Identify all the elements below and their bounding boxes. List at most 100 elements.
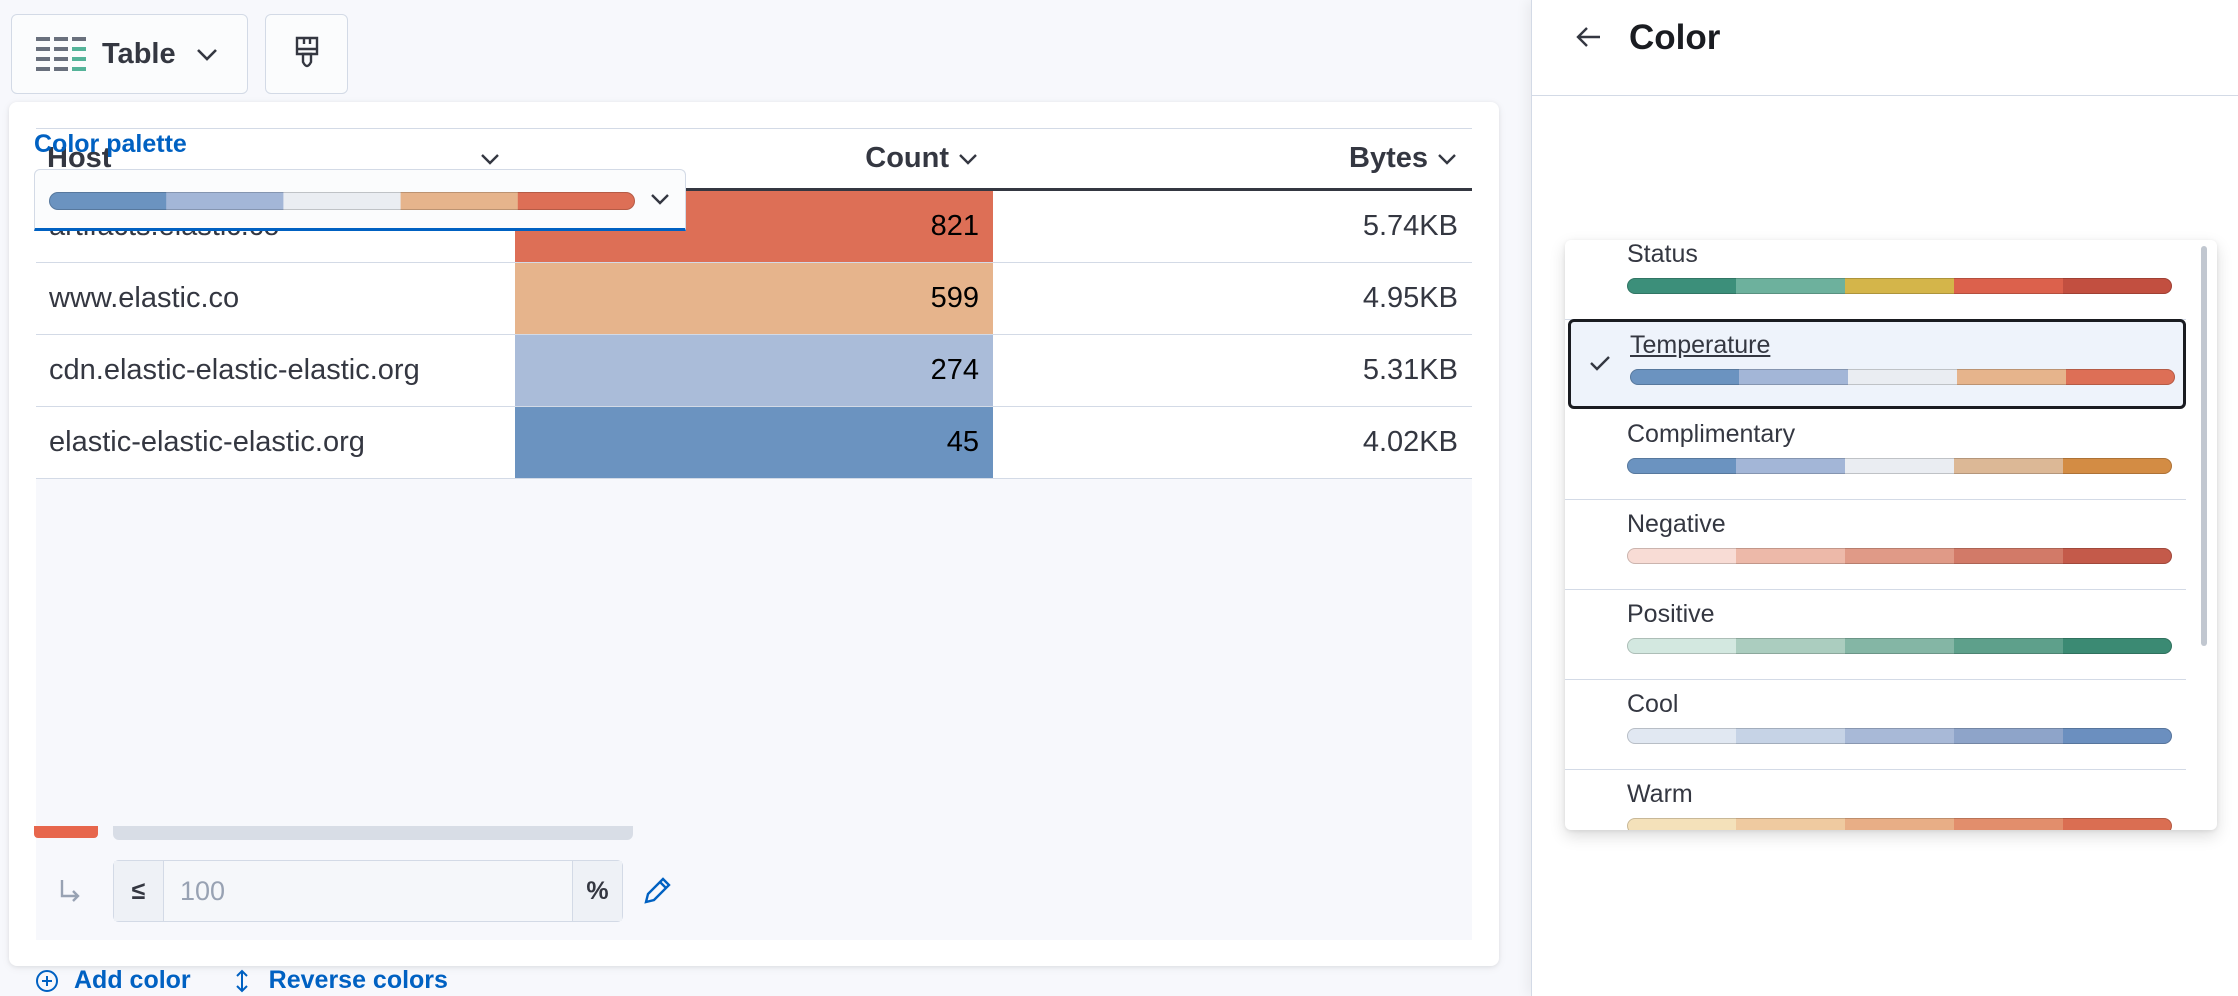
- palette-swatch: [1845, 728, 1955, 744]
- chevron-down-icon: [651, 194, 669, 205]
- column-header-count[interactable]: Count: [515, 129, 993, 188]
- palette-swatch: [1845, 278, 1955, 294]
- table-row: cdn.elastic-elastic-elastic.org 274 5.31KB: [36, 335, 1472, 407]
- stop-value-input[interactable]: 100: [180, 875, 226, 906]
- cell-bytes: 5.31KB: [1362, 354, 1458, 386]
- palette-swatch: [1845, 458, 1955, 474]
- column-header-host[interactable]: Host: [36, 129, 515, 188]
- column-header-label: Host: [47, 142, 112, 174]
- paintbrush-icon: [295, 36, 318, 68]
- palette-swatch: [1736, 278, 1846, 294]
- palette-option-warm[interactable]: Warm: [1565, 770, 2186, 830]
- palette-option-negative[interactable]: Negative: [1565, 500, 2186, 590]
- table-row: www.elastic.co 599 4.95KB: [36, 263, 1472, 335]
- table-row: elastic-elastic-elastic.org 45 4.02KB: [36, 407, 1472, 479]
- palette-swatch: [283, 192, 402, 210]
- palette-option-label: Warm: [1627, 780, 1693, 808]
- corner-down-right-icon: [60, 880, 80, 902]
- palette-swatch: [1954, 548, 2064, 564]
- palette-swatch: [1845, 818, 1955, 830]
- reverse-colors-label: Reverse colors: [268, 966, 448, 994]
- palette-option-label: Cool: [1627, 690, 1679, 718]
- stop-suffix: %: [572, 861, 622, 921]
- check-icon: [1590, 356, 1610, 371]
- palette-swatch: [1954, 458, 2064, 474]
- palette-swatch: [1739, 369, 1849, 385]
- color-palette-select[interactable]: [34, 169, 686, 231]
- cell-count: 599: [515, 263, 993, 334]
- palette-option-temperature[interactable]: Temperature: [1568, 319, 2186, 409]
- add-color-button[interactable]: Add color: [34, 966, 191, 995]
- palette-swatch: [1957, 369, 2067, 385]
- chevron-down-icon[interactable]: [1436, 148, 1458, 170]
- arrow-left-icon[interactable]: [1574, 22, 1604, 52]
- cell-bytes: 5.74KB: [1362, 210, 1458, 242]
- palette-option-preview: [1627, 548, 2172, 564]
- palette-option-label: Negative: [1627, 510, 1726, 538]
- palette-swatch: [1627, 638, 1737, 654]
- palette-option-label: Complimentary: [1627, 420, 1796, 448]
- plus-circle-icon: [36, 969, 58, 992]
- palette-option-preview: [1627, 278, 2172, 294]
- palette-swatch: [1954, 728, 2064, 744]
- palette-option-complimentary[interactable]: Complimentary: [1565, 410, 2186, 500]
- color-stop-swatch[interactable]: [34, 826, 98, 838]
- selected-palette-preview: [49, 192, 635, 210]
- flyout-header: Color: [1532, 0, 2238, 96]
- reverse-colors-button[interactable]: Reverse colors: [229, 966, 448, 995]
- chevron-down-icon[interactable]: [479, 148, 501, 170]
- palette-swatch: [1845, 548, 1955, 564]
- palette-swatch: [166, 192, 284, 210]
- palette-option-preview: [1630, 369, 2175, 385]
- chevron-down-icon: [196, 49, 217, 61]
- color-stop-max-field[interactable]: ≤ 100 %: [113, 860, 623, 922]
- palette-swatch: [2063, 638, 2172, 654]
- color-actions: Add color Reverse colors: [34, 966, 448, 995]
- column-header-label: Bytes: [1349, 142, 1428, 174]
- palette-option-label: Status: [1627, 240, 1698, 268]
- palette-swatch: [2063, 818, 2172, 830]
- palette-swatch: [2063, 458, 2172, 474]
- palette-swatch: [2063, 728, 2172, 744]
- chart-type-label: Table: [102, 37, 176, 70]
- palette-dropdown: Status Temperature Complimentary Negative Po…: [1565, 240, 2217, 830]
- palette-swatch: [1627, 728, 1737, 744]
- cell-bytes: 4.02KB: [1362, 426, 1458, 458]
- pencil-icon[interactable]: [640, 874, 674, 908]
- palette-option-label: Positive: [1627, 600, 1715, 628]
- palette-option-preview: [1627, 818, 2172, 830]
- palette-swatch: [1845, 638, 1955, 654]
- palette-option-preview: [1627, 638, 2172, 654]
- palette-swatch: [2063, 278, 2172, 294]
- palette-swatch: [1736, 728, 1846, 744]
- table-panel: Host Count Bytes artifacts.elastic.co821…: [9, 102, 1499, 966]
- color-stop-input[interactable]: [113, 826, 633, 840]
- palette-swatch: [1630, 369, 1740, 385]
- palette-swatch: [1954, 818, 2064, 830]
- palette-option-status[interactable]: Status: [1565, 240, 2186, 320]
- palette-swatch: [49, 192, 167, 210]
- dropdown-scrollbar[interactable]: [2201, 246, 2207, 646]
- cell-host: elastic-elastic-elastic.org: [49, 426, 365, 458]
- column-header-label: Count: [865, 142, 949, 174]
- cell-count: 274: [515, 335, 993, 406]
- chevron-down-icon[interactable]: [957, 148, 979, 170]
- chart-type-switcher[interactable]: Table: [11, 14, 248, 94]
- palette-option-preview: [1627, 728, 2172, 744]
- style-button[interactable]: [265, 14, 348, 94]
- palette-swatch: [1627, 548, 1737, 564]
- palette-swatch: [2066, 369, 2175, 385]
- palette-option-label: Temperature: [1630, 331, 1771, 359]
- palette-swatch: [517, 192, 635, 210]
- palette-swatch: [1627, 278, 1737, 294]
- palette-option-positive[interactable]: Positive: [1565, 590, 2186, 680]
- palette-swatch: [1627, 818, 1737, 830]
- palette-swatch: [1736, 458, 1846, 474]
- color-palette-label: Color palette: [34, 130, 187, 158]
- palette-swatch: [1627, 458, 1737, 474]
- column-header-bytes[interactable]: Bytes: [993, 129, 1472, 188]
- sort-icon: [235, 969, 248, 992]
- palette-swatch: [1736, 638, 1846, 654]
- palette-option-cool[interactable]: Cool: [1565, 680, 2186, 770]
- cell-host: www.elastic.co: [49, 282, 240, 314]
